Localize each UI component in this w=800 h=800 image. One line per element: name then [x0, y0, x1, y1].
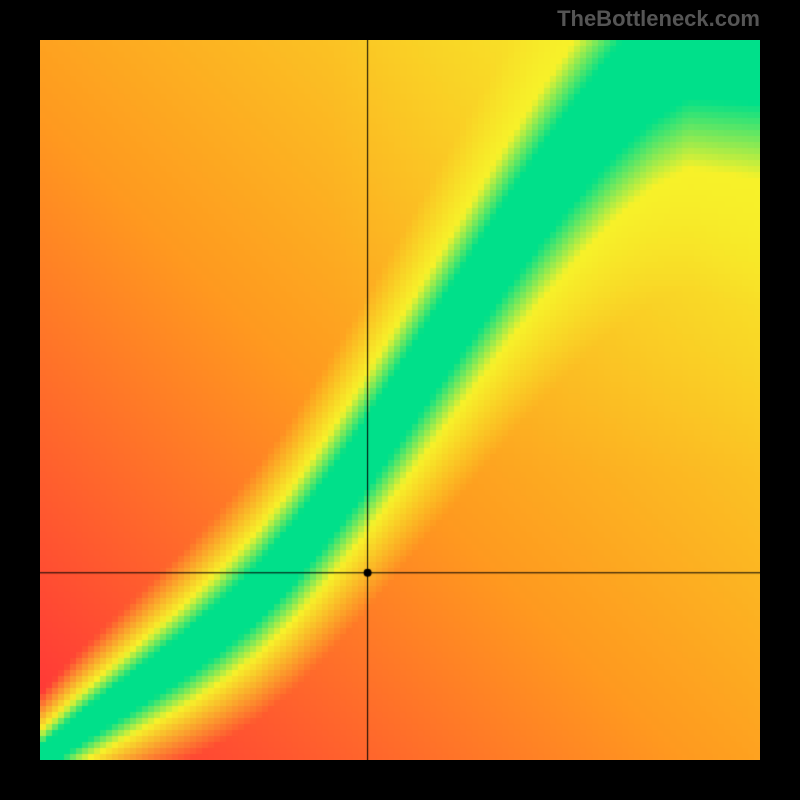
watermark-text: TheBottleneck.com — [557, 6, 760, 32]
chart-outer-frame — [0, 0, 800, 800]
bottleneck-heatmap-canvas — [40, 40, 760, 760]
